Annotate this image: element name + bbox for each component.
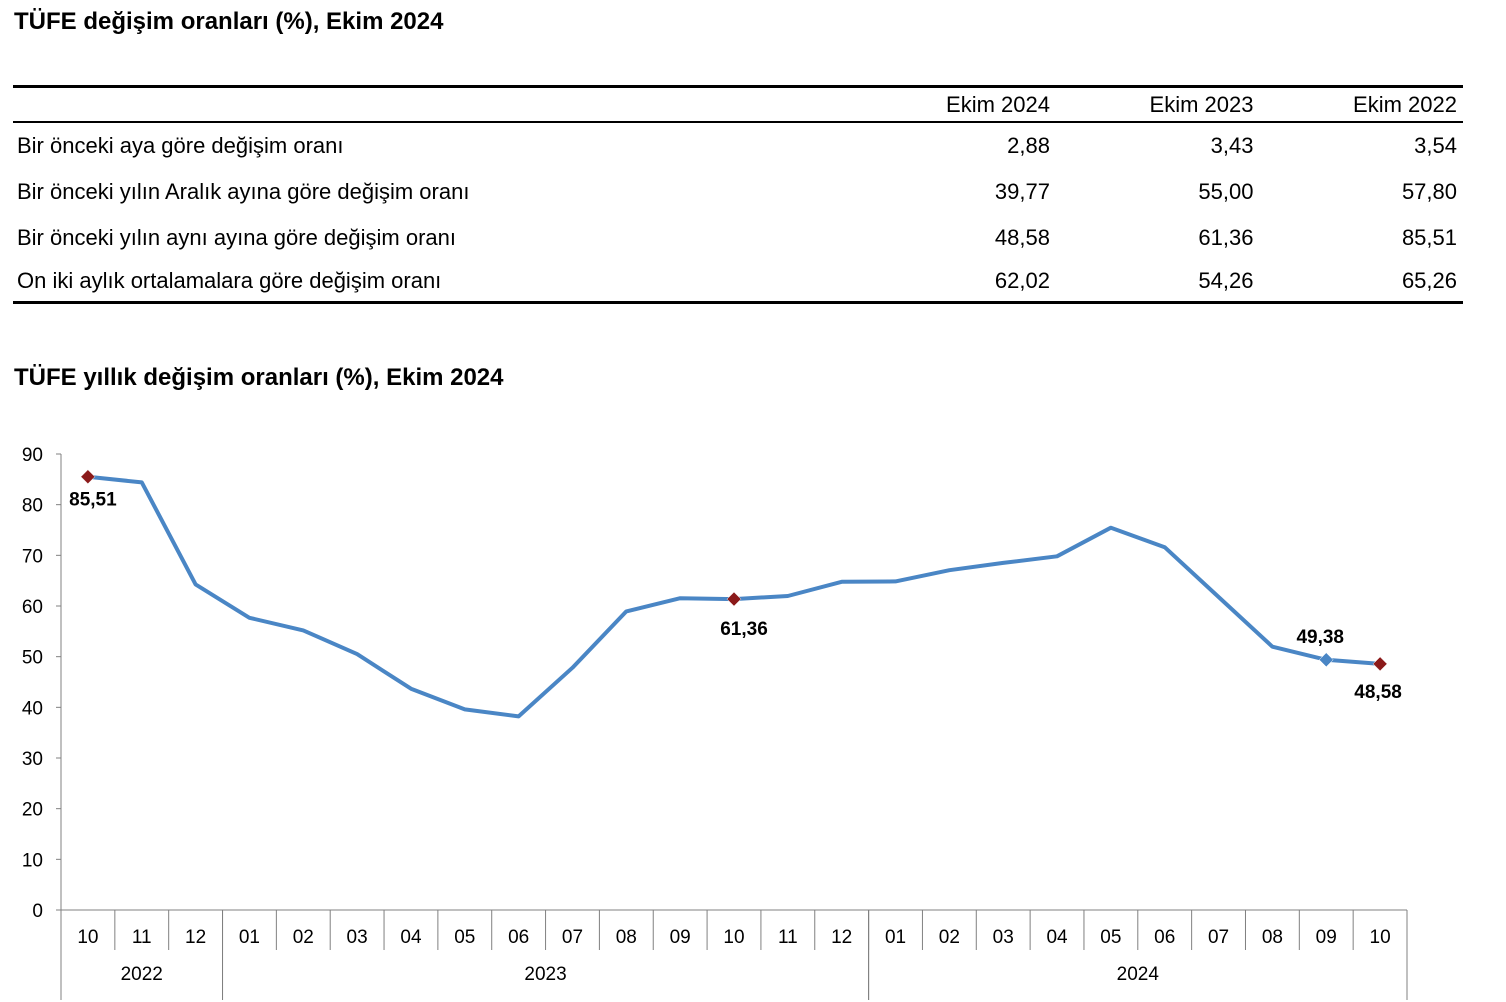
column-header: Ekim 2022 (1259, 85, 1463, 123)
table-cell: 2,88 (1007, 133, 1050, 158)
row-label: Bir önceki aya göre değişim oranı (17, 133, 344, 158)
x-tick-label: 09 (1316, 927, 1337, 948)
table-row: Bir önceki yılın Aralık ayına göre değiş… (13, 169, 1463, 215)
table-cell: 3,54 (1414, 133, 1457, 158)
year-label: 2024 (1117, 964, 1160, 985)
x-tick-label: 03 (347, 927, 368, 948)
x-tick-label: 10 (1370, 927, 1391, 948)
x-tick-label: 10 (723, 927, 744, 948)
x-tick-label: 07 (1208, 927, 1229, 948)
table-cell: 62,02 (852, 261, 1056, 304)
x-tick-label: 08 (616, 927, 637, 948)
table-cell: 55,00 (1198, 179, 1254, 204)
x-tick-label: 10 (77, 927, 98, 948)
x-tick-label: 07 (562, 927, 583, 948)
data-point-marker (1372, 656, 1388, 672)
x-tick-label: 06 (1154, 927, 1175, 948)
header-blank-cell (13, 85, 853, 123)
x-tick-label: 02 (293, 927, 314, 948)
table-cell: 57,80 (1401, 179, 1457, 204)
table-cell: 65,26 (1259, 261, 1463, 304)
table-cell: 61,36 (1198, 225, 1254, 250)
table-header-row: Ekim 2024 Ekim 2023 Ekim 2022 (13, 85, 1463, 123)
x-tick-label: 06 (508, 927, 529, 948)
data-label: 85,51 (69, 490, 117, 511)
y-tick-label: 70 (22, 546, 43, 567)
table-row: On iki aylık ortalamalara göre değişim o… (13, 261, 1463, 304)
data-label: 61,36 (720, 619, 768, 640)
table-cell: 54,26 (1055, 261, 1260, 304)
data-label: 48,58 (1354, 682, 1402, 703)
table-cell: 48,58 (994, 225, 1050, 250)
x-tick-label: 12 (185, 927, 206, 948)
data-point-marker (80, 469, 96, 485)
data-point-marker (726, 591, 742, 607)
x-tick-label: 08 (1262, 927, 1283, 948)
x-tick-label: 11 (778, 927, 798, 948)
row-label: On iki aylık ortalamalara göre değişim o… (13, 261, 853, 304)
row-label: Bir önceki yılın Aralık ayına göre değiş… (17, 179, 470, 204)
y-tick-label: 90 (22, 445, 43, 466)
y-tick-label: 80 (22, 496, 43, 517)
x-tick-label: 01 (885, 927, 906, 948)
y-tick-label: 20 (22, 800, 43, 821)
table-row: Bir önceki yılın aynı ayına göre değişim… (13, 215, 1463, 261)
y-tick-label: 40 (22, 698, 43, 719)
table-row: Bir önceki aya göre değişim oranı 2,88 3… (13, 122, 1463, 169)
table-cell: 85,51 (1401, 225, 1457, 250)
table-cell: 39,77 (994, 179, 1050, 204)
column-header: Ekim 2023 (1055, 85, 1260, 123)
x-tick-label: 05 (1100, 927, 1121, 948)
y-tick-label: 50 (22, 648, 43, 669)
x-tick-label: 11 (132, 927, 152, 948)
x-tick-label: 09 (670, 927, 691, 948)
table-title: TÜFE değişim oranları (%), Ekim 2024 (14, 8, 444, 35)
x-tick-label: 04 (1046, 927, 1068, 948)
data-label: 49,38 (1296, 627, 1344, 648)
table-cell: 3,43 (1210, 133, 1254, 158)
x-tick-label: 04 (400, 927, 422, 948)
column-header: Ekim 2024 (852, 85, 1056, 123)
data-point-marker (1318, 652, 1334, 668)
x-tick-label: 05 (454, 927, 475, 948)
x-tick-label: 12 (831, 927, 852, 948)
y-tick-label: 10 (22, 850, 43, 871)
cpi-change-table: Ekim 2024 Ekim 2023 Ekim 2022 Bir önceki… (13, 85, 1463, 304)
x-tick-label: 02 (939, 927, 960, 948)
y-tick-label: 60 (22, 597, 43, 618)
year-label: 2022 (121, 964, 163, 985)
x-tick-label: 03 (993, 927, 1014, 948)
y-tick-label: 0 (32, 901, 43, 922)
year-label: 2023 (524, 964, 566, 985)
y-tick-label: 30 (22, 749, 43, 770)
row-label: Bir önceki yılın aynı ayına göre değişim… (17, 225, 457, 250)
x-tick-label: 01 (239, 927, 260, 948)
chart-title: TÜFE yıllık değişim oranları (%), Ekim 2… (14, 364, 504, 391)
